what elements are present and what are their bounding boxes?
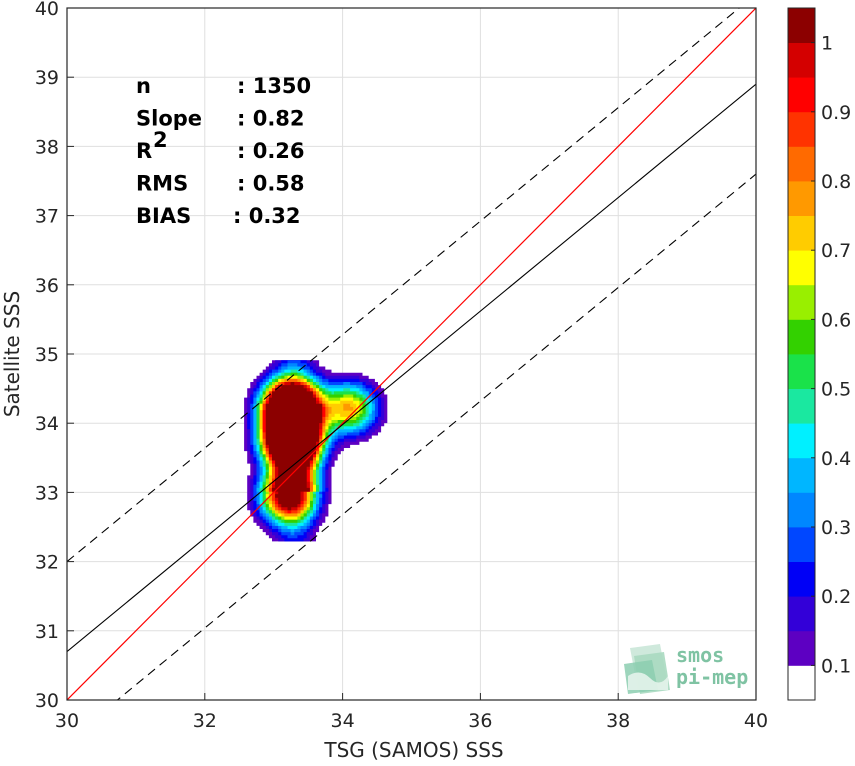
colorbar-frame bbox=[787, 7, 816, 701]
x-axis: 30 32 34 36 38 40 bbox=[55, 693, 768, 732]
statistics-box: n : 1350 Slope : 0.82 R 2 : 0.26 RMS : 0.58 BIAS:… bbox=[136, 74, 311, 228]
colorbar-segment bbox=[788, 354, 815, 389]
x-tick-label: 36 bbox=[468, 710, 492, 732]
colorbar-segment bbox=[788, 492, 815, 528]
y-tick-label: 33 bbox=[35, 482, 59, 504]
stat-name: R bbox=[136, 139, 152, 163]
stat-name: BIAS bbox=[136, 204, 191, 228]
stat-value: : 0.32 bbox=[233, 204, 301, 228]
y-tick-label: 36 bbox=[35, 275, 59, 297]
colorbar-segment bbox=[788, 319, 815, 355]
colorbar-label: 0.8 bbox=[821, 171, 851, 193]
colorbar-label: 1 bbox=[821, 33, 833, 55]
y-tick-label: 40 bbox=[35, 0, 59, 20]
colorbar-segment bbox=[788, 457, 815, 493]
density-contours bbox=[244, 360, 388, 542]
colorbar-segment bbox=[788, 111, 815, 147]
colorbar-segment bbox=[788, 77, 815, 113]
colorbar-label: 0.2 bbox=[821, 586, 851, 608]
y-tick-label: 37 bbox=[35, 206, 59, 228]
colorbar-segment bbox=[788, 181, 815, 216]
colorbar-label: 0.7 bbox=[821, 240, 851, 262]
colorbar-label: 0.9 bbox=[821, 102, 851, 124]
grid bbox=[66, 7, 757, 701]
contour-fill bbox=[265, 382, 323, 511]
y-tick-label: 38 bbox=[35, 136, 59, 158]
stat-name: Slope bbox=[136, 107, 202, 131]
colorbar-label: 0.3 bbox=[821, 517, 851, 539]
y-tick-label: 30 bbox=[35, 690, 59, 712]
logo-line1: smos bbox=[676, 643, 724, 667]
identity-line bbox=[67, 8, 756, 700]
colorbar-label: 0.1 bbox=[821, 655, 851, 677]
colorbar-segment bbox=[788, 388, 815, 424]
y-tick-label: 31 bbox=[35, 621, 59, 643]
colorbar-segment bbox=[788, 8, 815, 43]
y-axis-label: Satellite SSS bbox=[0, 291, 24, 417]
colorbar-segment bbox=[788, 284, 815, 320]
colorbar-segment bbox=[788, 665, 815, 701]
y-tick-label: 39 bbox=[35, 67, 59, 89]
colorbar-segment bbox=[788, 250, 815, 286]
confidence-line bbox=[116, 173, 756, 700]
y-tick-label: 34 bbox=[35, 413, 59, 435]
y-tick-label: 35 bbox=[35, 344, 59, 366]
x-tick-label: 38 bbox=[606, 710, 630, 732]
smos-pimep-logo: smos pi-mep bbox=[624, 643, 748, 694]
y-tick-label: 32 bbox=[35, 552, 59, 574]
x-axis-label: TSG (SAMOS) SSS bbox=[323, 738, 503, 762]
x-tick-label: 32 bbox=[193, 710, 217, 732]
colorbar-segment bbox=[788, 42, 815, 78]
colorbar: 0.1 0.2 0.3 0.4 0.5 0.6 0.7 0.8 0.9 1 bbox=[787, 7, 851, 701]
colorbar-label: 0.5 bbox=[821, 379, 851, 401]
stat-name: RMS bbox=[136, 172, 188, 196]
stat-name: n bbox=[136, 74, 151, 98]
stat-value: : 0.26 bbox=[237, 139, 305, 163]
confidence-line bbox=[67, 8, 741, 563]
colorbar-segment bbox=[788, 561, 815, 597]
colorbar-segment bbox=[788, 423, 815, 459]
colorbar-segment bbox=[788, 596, 815, 632]
colorbar-segment bbox=[788, 630, 815, 666]
colorbar-segment bbox=[788, 215, 815, 251]
stat-value: : 0.58 bbox=[237, 172, 305, 196]
colorbar-segment bbox=[788, 527, 815, 562]
x-tick-label: 34 bbox=[331, 710, 355, 732]
x-tick-label: 40 bbox=[744, 710, 768, 732]
colorbar-segment bbox=[788, 146, 815, 182]
x-tick-label: 30 bbox=[55, 710, 79, 732]
y-axis: 30 31 32 33 34 35 36 37 38 39 40 bbox=[35, 0, 74, 712]
colorbar-label: 0.4 bbox=[821, 448, 851, 470]
regression-line bbox=[67, 83, 756, 652]
contour-level bbox=[265, 382, 323, 511]
colorbar-label: 0.6 bbox=[821, 309, 851, 331]
logo-icon bbox=[624, 644, 670, 694]
logo-line2: pi-mep bbox=[676, 665, 748, 689]
stat-value: : 1350 bbox=[237, 74, 311, 98]
stat-superscript: 2 bbox=[153, 128, 168, 152]
stat-value: : 0.82 bbox=[237, 107, 305, 131]
reference-lines bbox=[67, 8, 756, 700]
